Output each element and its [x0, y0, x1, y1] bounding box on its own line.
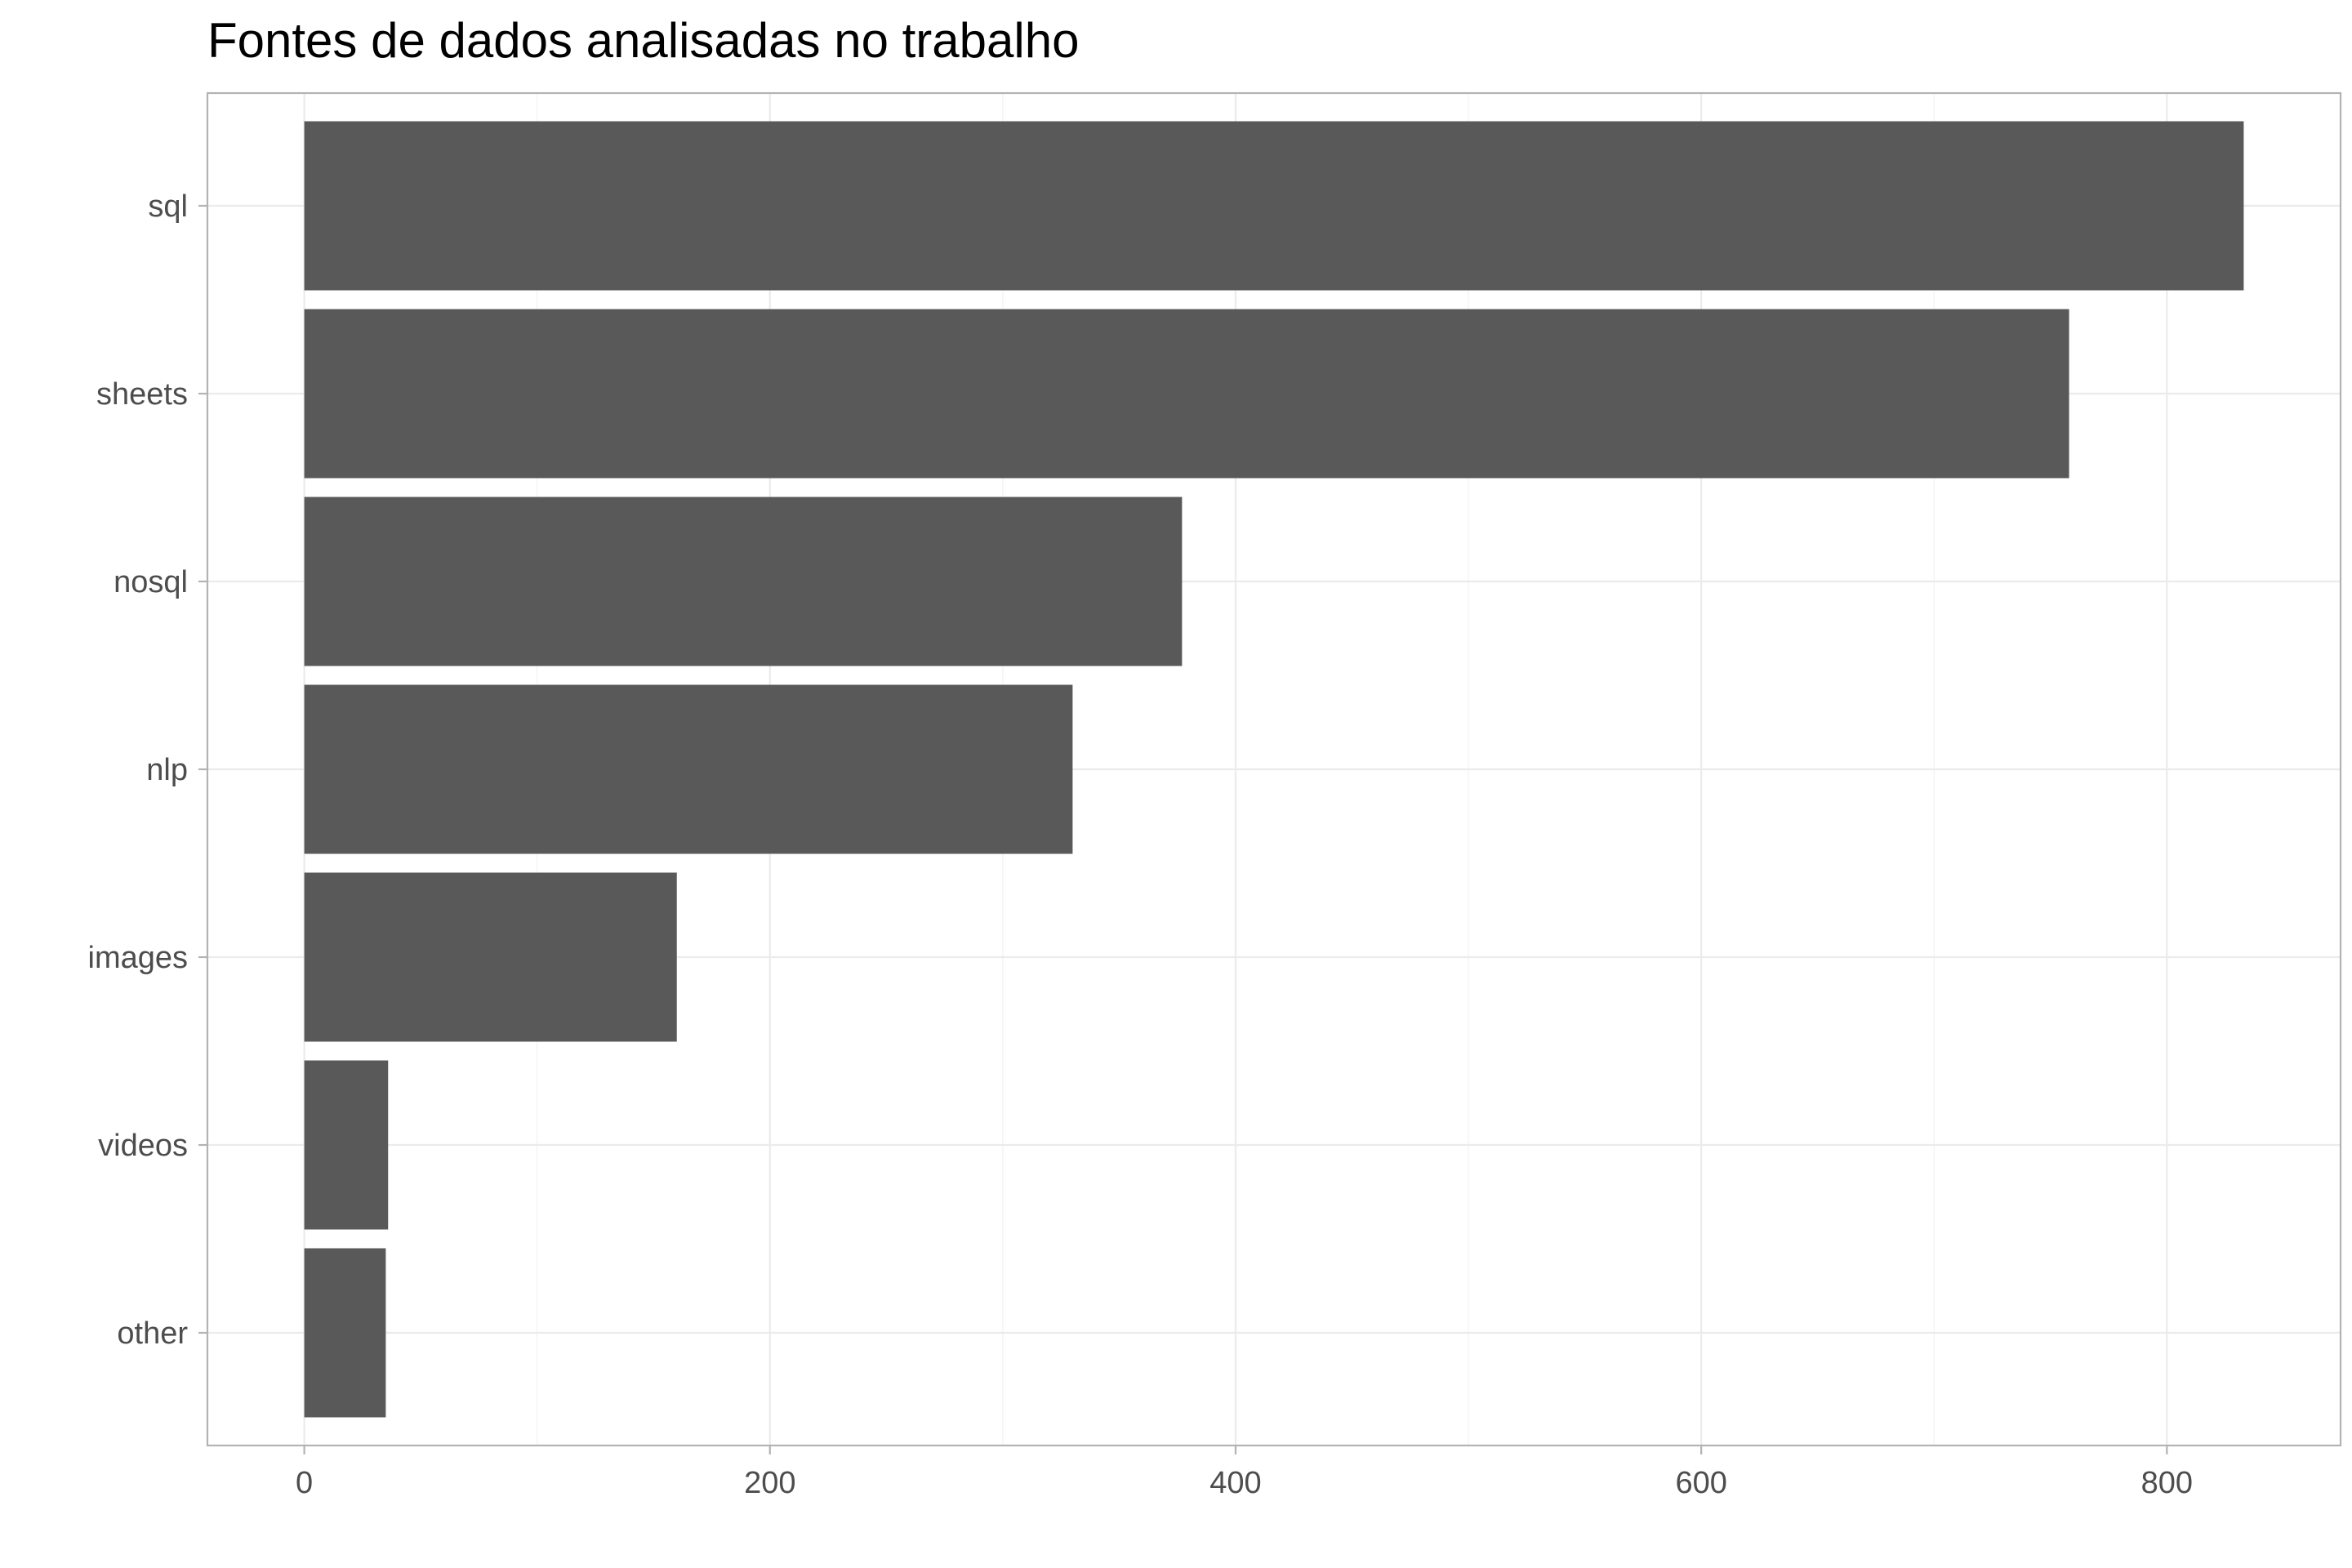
x-tick-label: 800	[2141, 1466, 2193, 1500]
axes: sql sheets nosql nlp images videos other 0 200 40…	[88, 189, 2194, 1500]
y-tick-label: images	[88, 941, 189, 975]
bar-videos	[304, 1060, 389, 1230]
bar-images	[304, 872, 677, 1042]
y-tick-label: other	[117, 1316, 188, 1351]
x-tick-label: 200	[744, 1466, 795, 1500]
bars	[304, 121, 2244, 1418]
chart-title: Fontes de dados analisadas no trabalho	[207, 13, 1079, 68]
y-tick-label: sql	[148, 189, 188, 224]
bar-other	[304, 1248, 386, 1418]
y-tick-label: nosql	[114, 565, 188, 599]
y-tick-label: videos	[98, 1129, 188, 1163]
y-tick-label: sheets	[96, 377, 188, 412]
bar-sheets	[304, 309, 2069, 479]
y-tick-label: nlp	[146, 753, 188, 787]
bar-sql	[304, 121, 2244, 291]
x-tick-label: 400	[1209, 1466, 1261, 1500]
bar-nlp	[304, 684, 1073, 854]
x-tick-label: 0	[296, 1466, 313, 1500]
x-tick-label: 600	[1675, 1466, 1726, 1500]
bar-nosql	[304, 497, 1183, 666]
